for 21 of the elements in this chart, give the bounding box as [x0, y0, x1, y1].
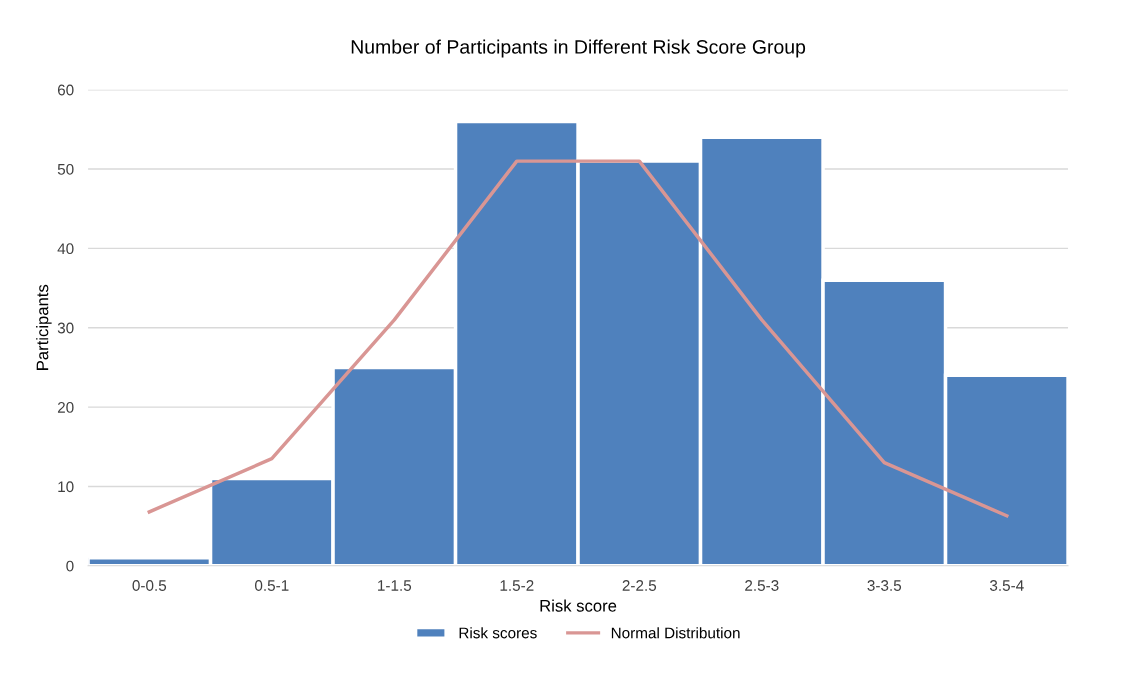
x-tick-label: 0.5-1 — [254, 580, 289, 591]
chart-title: Number of Participants in Different Risk Score Group — [351, 39, 806, 58]
x-tick-label: 0-0.5 — [132, 580, 167, 591]
x-tick-label: 1.5-2 — [500, 580, 534, 591]
legend-label: Normal Distribution — [611, 627, 740, 639]
y-tick-label: 30 — [57, 322, 74, 334]
x-tick-label: 3-3.5 — [867, 580, 902, 591]
legend-label: Risk scores — [459, 627, 537, 639]
x-axis-title: Risk score — [540, 599, 617, 612]
y-tick-label: 20 — [57, 401, 74, 413]
x-tick-label: 3.5-4 — [989, 580, 1024, 591]
x-tick-label: 1-1.5 — [378, 580, 412, 591]
x-tick-label: 2-2.5 — [622, 580, 657, 591]
y-tick-label: 40 — [57, 243, 74, 255]
y-tick-label: 0 — [66, 560, 74, 572]
y-axis-title: Participants — [36, 284, 52, 370]
x-tick-label: 2.5-3 — [745, 580, 779, 591]
y-tick-label: 60 — [57, 84, 74, 96]
y-tick-label: 50 — [57, 163, 74, 175]
line-series — [147, 159, 1009, 518]
y-tick-label: 10 — [58, 481, 74, 493]
